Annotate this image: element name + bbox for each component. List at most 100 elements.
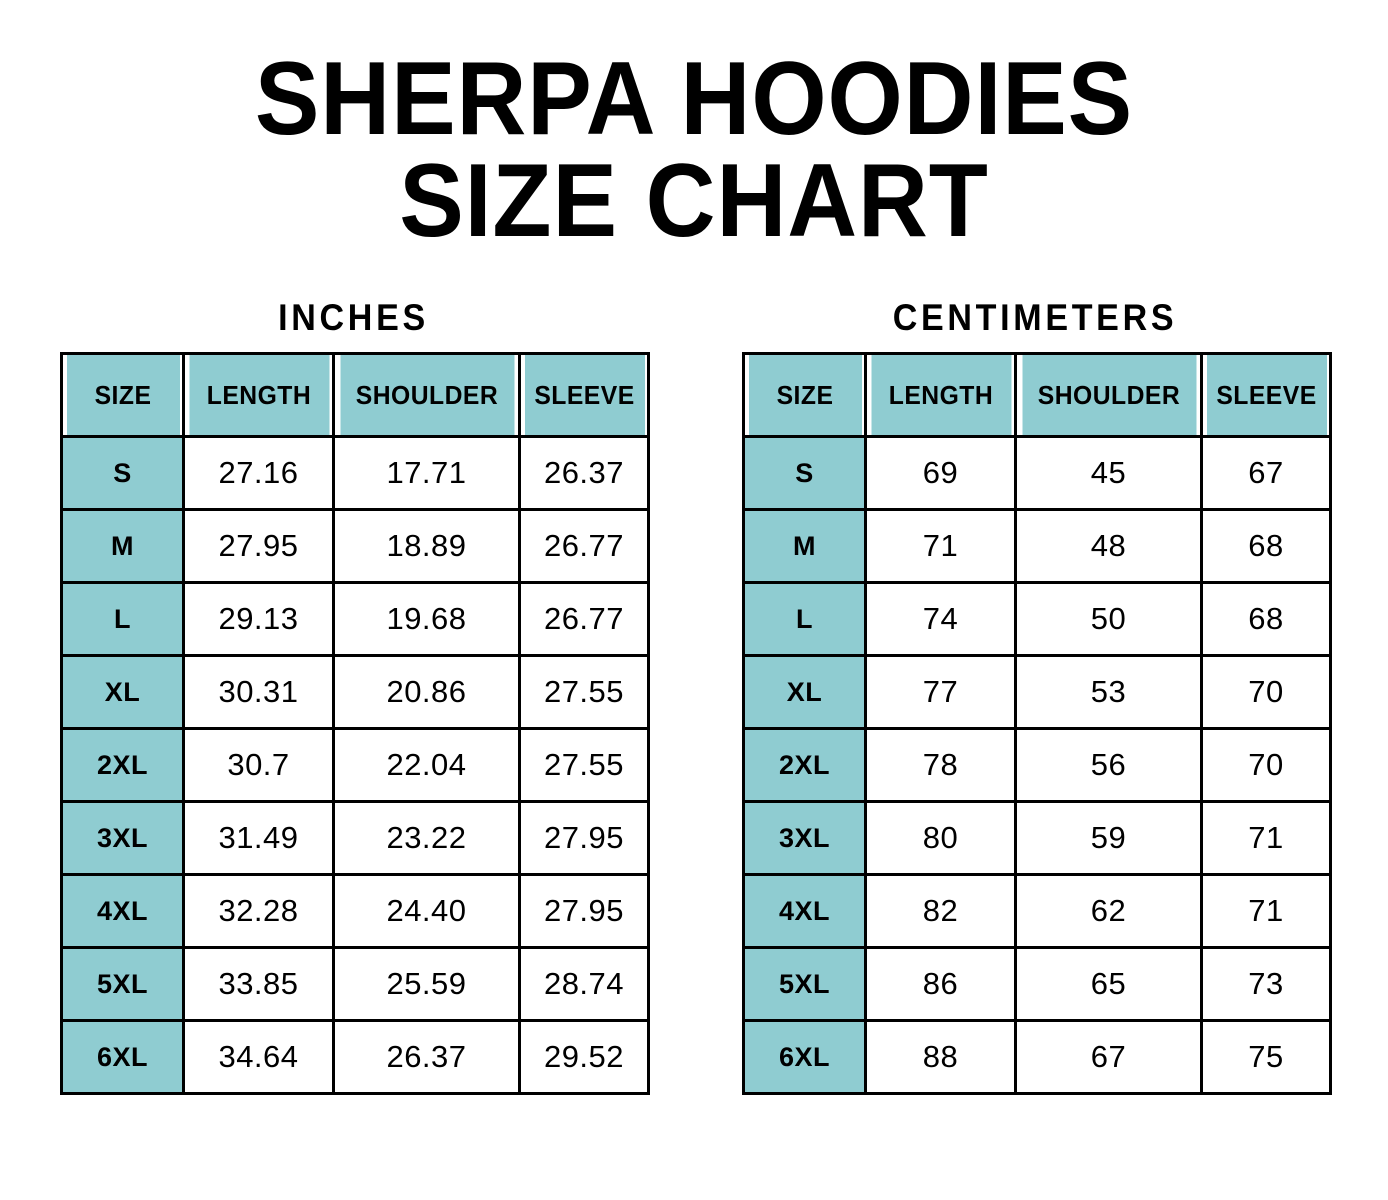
cell-length: 77: [864, 654, 1017, 730]
cell-length: 30.7: [182, 727, 335, 803]
cell-shoulder: 24.40: [332, 873, 521, 949]
table-row: M 71 48 68: [742, 508, 1332, 584]
table-header-row: SIZE LENGTH SHOULDER SLEEVE: [744, 352, 1331, 438]
cell-sleeve: 73: [1200, 946, 1332, 1022]
page-title-line-2: SIZE CHART: [399, 143, 989, 259]
cell-sleeve: 68: [1200, 581, 1332, 657]
cell-shoulder: 22.04: [332, 727, 521, 803]
table-row: 5XL 33.85 25.59 28.74: [60, 946, 650, 1022]
table-header-row: SIZE LENGTH SHOULDER SLEEVE: [62, 352, 649, 438]
cell-length: 32.28: [182, 873, 335, 949]
table-row: XL 77 53 70: [742, 654, 1332, 730]
cell-size: 3XL: [60, 800, 185, 876]
cell-size: L: [742, 581, 867, 657]
cell-size: S: [742, 435, 867, 511]
cell-length: 74: [864, 581, 1017, 657]
cell-length: 29.13: [182, 581, 335, 657]
cell-sleeve: 27.55: [518, 654, 650, 730]
cell-sleeve: 27.95: [518, 873, 650, 949]
cell-length: 82: [864, 873, 1017, 949]
table-row: S 69 45 67: [742, 435, 1332, 511]
cell-size: 2XL: [60, 727, 185, 803]
size-table-inches: SIZE LENGTH SHOULDER SLEEVE S 27.16 17.7…: [60, 352, 650, 1095]
column-header-size: SIZE: [63, 352, 182, 438]
cell-length: 69: [864, 435, 1017, 511]
cell-sleeve: 70: [1200, 727, 1332, 803]
cell-sleeve: 75: [1200, 1019, 1332, 1095]
cell-size: L: [60, 581, 185, 657]
table-row: 4XL 32.28 24.40 27.95: [60, 873, 650, 949]
cell-size: 5XL: [60, 946, 185, 1022]
table-row: 4XL 82 62 71: [742, 873, 1332, 949]
cell-size: 6XL: [60, 1019, 185, 1095]
cell-length: 34.64: [182, 1019, 335, 1095]
cell-sleeve: 29.52: [518, 1019, 650, 1095]
table-row: 6XL 34.64 26.37 29.52: [60, 1019, 650, 1095]
cell-size: 3XL: [742, 800, 867, 876]
table-row: L 29.13 19.68 26.77: [60, 581, 650, 657]
cell-size: 6XL: [742, 1019, 867, 1095]
cell-sleeve: 27.95: [518, 800, 650, 876]
cell-sleeve: 67: [1200, 435, 1332, 511]
cell-shoulder: 65: [1014, 946, 1203, 1022]
cell-shoulder: 25.59: [332, 946, 521, 1022]
cell-sleeve: 28.74: [518, 946, 650, 1022]
page-title: SHERPA HOODIES SIZE CHART: [0, 47, 1388, 259]
size-table-centimeters: SIZE LENGTH SHOULDER SLEEVE S 69 45 67 M…: [742, 352, 1332, 1095]
cell-length: 86: [864, 946, 1017, 1022]
cell-shoulder: 17.71: [332, 435, 521, 511]
cell-shoulder: 50: [1014, 581, 1203, 657]
cell-shoulder: 20.86: [332, 654, 521, 730]
table-row: L 74 50 68: [742, 581, 1332, 657]
cell-size: M: [60, 508, 185, 584]
cell-sleeve: 70: [1200, 654, 1332, 730]
cell-sleeve: 27.55: [518, 727, 650, 803]
cell-shoulder: 59: [1014, 800, 1203, 876]
cell-shoulder: 26.37: [332, 1019, 521, 1095]
cell-sleeve: 68: [1200, 508, 1332, 584]
cell-sleeve: 26.77: [518, 508, 650, 584]
cell-shoulder: 67: [1014, 1019, 1203, 1095]
table-row: 3XL 80 59 71: [742, 800, 1332, 876]
column-header-sleeve: SLEEVE: [1203, 352, 1329, 438]
cell-shoulder: 18.89: [332, 508, 521, 584]
cell-size: M: [742, 508, 867, 584]
table-row: XL 30.31 20.86 27.55: [60, 654, 650, 730]
cell-size: 2XL: [742, 727, 867, 803]
cell-shoulder: 23.22: [332, 800, 521, 876]
cell-sleeve: 71: [1200, 873, 1332, 949]
table-row: 2XL 78 56 70: [742, 727, 1332, 803]
table-row: 5XL 86 65 73: [742, 946, 1332, 1022]
cell-shoulder: 53: [1014, 654, 1203, 730]
column-header-size: SIZE: [745, 352, 864, 438]
column-header-sleeve: SLEEVE: [521, 352, 647, 438]
cell-length: 27.95: [182, 508, 335, 584]
cell-shoulder: 62: [1014, 873, 1203, 949]
cell-length: 80: [864, 800, 1017, 876]
cell-shoulder: 19.68: [332, 581, 521, 657]
column-header-shoulder: SHOULDER: [336, 352, 517, 438]
cell-length: 30.31: [182, 654, 335, 730]
column-header-length: LENGTH: [185, 352, 332, 438]
table-row: 6XL 88 67 75: [742, 1019, 1332, 1095]
cell-size: XL: [742, 654, 867, 730]
table-row: 3XL 31.49 23.22 27.95: [60, 800, 650, 876]
cell-length: 33.85: [182, 946, 335, 1022]
section-label-centimeters: CENTIMETERS: [892, 297, 1178, 338]
cell-length: 78: [864, 727, 1017, 803]
cell-length: 31.49: [182, 800, 335, 876]
cell-shoulder: 45: [1014, 435, 1203, 511]
cell-length: 71: [864, 508, 1017, 584]
cell-length: 88: [864, 1019, 1017, 1095]
section-label-inches: INCHES: [278, 297, 429, 338]
table-row: S 27.16 17.71 26.37: [60, 435, 650, 511]
table-row: M 27.95 18.89 26.77: [60, 508, 650, 584]
table-row: 2XL 30.7 22.04 27.55: [60, 727, 650, 803]
cell-sleeve: 71: [1200, 800, 1332, 876]
cell-size: 4XL: [60, 873, 185, 949]
column-header-length: LENGTH: [867, 352, 1014, 438]
cell-size: 5XL: [742, 946, 867, 1022]
column-header-shoulder: SHOULDER: [1018, 352, 1199, 438]
cell-sleeve: 26.37: [518, 435, 650, 511]
